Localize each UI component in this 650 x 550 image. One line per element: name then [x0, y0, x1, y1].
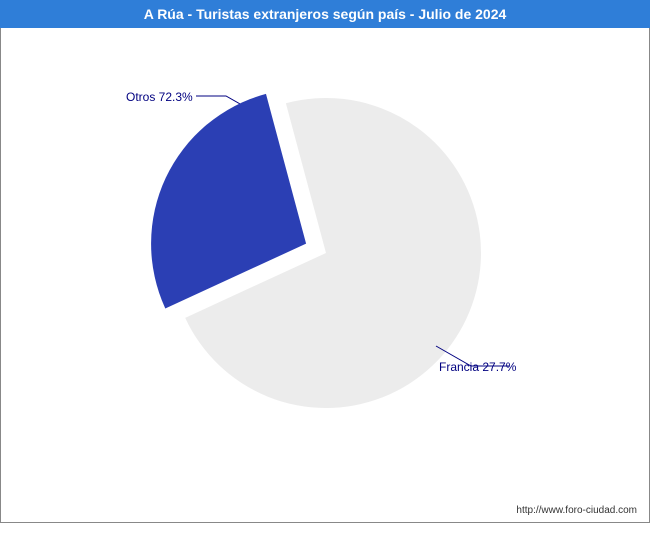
pie-chart	[1, 28, 650, 523]
chart-plot-area: Otros 72.3% Francia 27.7% http://www.for…	[0, 28, 650, 523]
chart-title-bar: A Rúa - Turistas extranjeros según país …	[0, 0, 650, 28]
slice-label-francia: Francia 27.7%	[439, 360, 516, 374]
slice-label-otros: Otros 72.3%	[126, 90, 193, 104]
chart-title: A Rúa - Turistas extranjeros según país …	[144, 6, 507, 22]
footer-url: http://www.foro-ciudad.com	[516, 505, 637, 516]
